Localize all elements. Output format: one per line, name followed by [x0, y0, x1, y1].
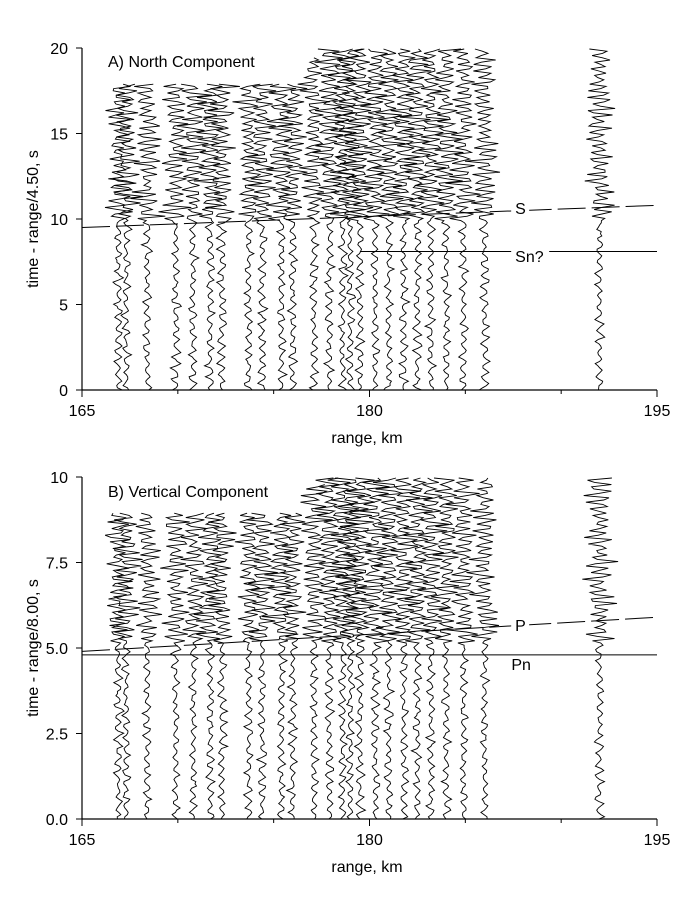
north-component-axes: 165 180 195 0 5 10 15 20 — [50, 41, 670, 420]
north-component-title: A) North Component — [108, 54, 255, 71]
x-tick-label: 165 — [69, 832, 96, 849]
y-tick-label: 0 — [59, 383, 68, 400]
seismogram-trace-0 — [104, 83, 137, 391]
seismogram-trace-15 — [342, 48, 374, 391]
x-tick-label: 195 — [644, 832, 671, 849]
seismogram-trace-15 — [345, 477, 375, 820]
seismogram-trace-7 — [232, 83, 263, 391]
seismogram-trace-21 — [430, 48, 464, 391]
phase-label-sn: Sn? — [515, 249, 544, 266]
x-tick-label: 180 — [356, 832, 383, 849]
seismogram-trace-23 — [466, 477, 500, 820]
seismogram-trace-9 — [261, 512, 299, 820]
seismogram-trace-6 — [206, 512, 237, 820]
seismogram-trace-16 — [355, 477, 393, 820]
seismogram-trace-18 — [386, 48, 421, 391]
seismogram-trace-2 — [130, 83, 166, 391]
y-tick-label: 2.5 — [46, 727, 68, 744]
seismogram-trace-22 — [445, 48, 481, 391]
y-tick-label: 7.5 — [46, 556, 68, 573]
seismogram-trace-0 — [104, 512, 134, 820]
vertical-component-panel: P Pn 165 180 195 0.0 2.5 5.0 7.5 10 B) Vertical … — [25, 470, 670, 876]
seismogram-trace-1 — [109, 512, 143, 820]
vertical-component-traces — [104, 477, 619, 820]
phase-line-s — [81, 204, 658, 229]
seismogram-trace-11 — [300, 484, 333, 820]
y-tick-label: 10 — [50, 470, 68, 487]
seismogram-trace-13 — [327, 477, 360, 820]
seismogram-trace-24 — [584, 48, 616, 391]
phase-line-p — [81, 616, 658, 652]
seismogram-trace-4 — [180, 512, 208, 820]
seismogram-trace-12 — [314, 477, 347, 820]
seismogram-trace-23 — [464, 48, 501, 391]
seismogram-trace-11 — [297, 57, 330, 391]
seismogram-trace-10 — [278, 83, 308, 391]
phase-label-background — [511, 616, 530, 635]
seismogram-trace-17 — [372, 477, 407, 820]
phase-label-background — [511, 247, 550, 266]
north-component-phase-lines: S Sn? — [81, 199, 658, 266]
seismogram-trace-6 — [203, 83, 240, 391]
vertical-component-phase-lines: P Pn — [81, 616, 658, 675]
x-tick-label: 165 — [69, 403, 96, 420]
north-component-panel: S Sn? 165 180 195 0 5 10 15 20 A) North Componen… — [25, 41, 670, 447]
seismogram-trace-19 — [399, 48, 432, 391]
x-tick-label: 180 — [356, 403, 383, 420]
vertical-component-axes: 165 180 195 0.0 2.5 5.0 7.5 10 — [46, 470, 671, 849]
north-component-ylabel: time - range/4.50, s — [25, 150, 42, 288]
seismogram-trace-12 — [312, 48, 344, 391]
seismogram-trace-24 — [582, 477, 619, 820]
phase-label-p: P — [515, 618, 526, 635]
x-tick-label: 195 — [644, 403, 671, 420]
y-tick-label: 0.0 — [46, 812, 68, 829]
y-tick-label: 15 — [50, 127, 68, 144]
phase-label-background — [507, 656, 536, 675]
seismogram-trace-8 — [246, 512, 278, 820]
seismogram-trace-3 — [160, 512, 190, 820]
y-tick-label: 5 — [59, 298, 68, 315]
vertical-component-title: B) Vertical Component — [108, 484, 269, 501]
vertical-component-xlabel: range, km — [331, 859, 402, 876]
seismogram-trace-14 — [335, 477, 365, 820]
seismogram-trace-20 — [417, 477, 450, 820]
seismogram-trace-16 — [360, 48, 392, 391]
y-tick-label: 10 — [50, 212, 68, 229]
vertical-component-ylabel: time - range/8.00, s — [25, 579, 42, 717]
north-component-traces — [104, 48, 616, 391]
seismogram-trace-19 — [402, 477, 433, 820]
y-tick-label: 5.0 — [46, 641, 68, 658]
seismogram-trace-5 — [193, 83, 224, 391]
seismogram-trace-4 — [177, 83, 213, 391]
y-tick-label: 20 — [50, 41, 68, 58]
seismogram-trace-2 — [135, 512, 163, 820]
seismogram-trace-21 — [430, 477, 460, 820]
seismogram-trace-17 — [371, 48, 406, 391]
seismogram-trace-7 — [234, 512, 261, 820]
seismogram-trace-8 — [246, 83, 277, 391]
seismogram-trace-9 — [266, 83, 297, 391]
seismogram-trace-3 — [158, 83, 192, 391]
phase-label-pn: Pn — [511, 657, 531, 674]
north-component-xlabel: range, km — [331, 430, 402, 447]
seismogram-trace-1 — [108, 83, 144, 391]
phase-label-background — [511, 199, 530, 218]
phase-label-s: S — [515, 201, 526, 218]
seismogram-trace-10 — [278, 512, 307, 819]
seismogram-trace-22 — [445, 477, 480, 820]
seismogram-trace-20 — [414, 48, 449, 391]
